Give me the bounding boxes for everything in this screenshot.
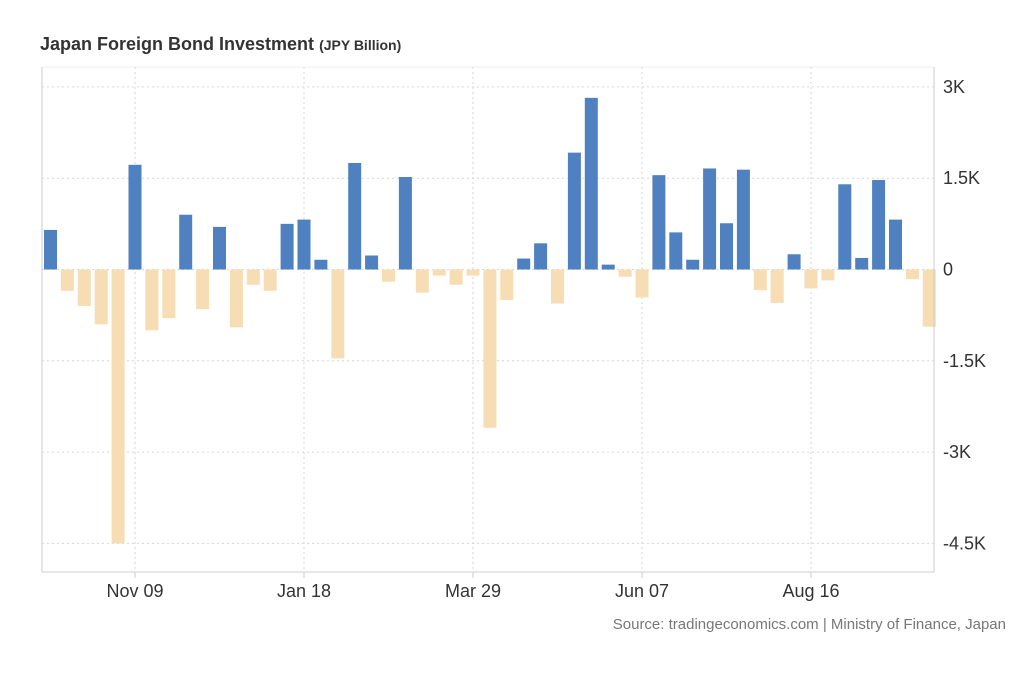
bar [466, 269, 480, 276]
bar [821, 269, 835, 281]
bar [551, 269, 564, 304]
bar [449, 269, 463, 285]
bar [905, 269, 919, 280]
bar [534, 243, 548, 270]
bar [145, 269, 159, 331]
bar [770, 269, 784, 303]
bar [111, 269, 125, 544]
bar [432, 269, 446, 276]
bar [280, 223, 294, 270]
chart-bars [44, 97, 936, 544]
bar [872, 180, 886, 270]
bar [314, 259, 328, 270]
bar [720, 223, 733, 270]
bar [331, 269, 345, 359]
x-tick-label: Jan 18 [277, 581, 331, 601]
bar [263, 269, 277, 291]
bar [229, 269, 243, 328]
bar [922, 269, 936, 327]
bar [601, 264, 615, 270]
y-tick-label: 3K [943, 77, 965, 97]
x-tick-label: Nov 09 [106, 581, 163, 601]
chart-title: Japan Foreign Bond Investment (JPY Billi… [40, 34, 401, 55]
x-axis-ticks: Nov 09 Jan 18 Mar 29 Jun 07 Aug 16 [106, 572, 840, 601]
bar [517, 258, 531, 270]
bar [736, 169, 750, 270]
bar [753, 269, 767, 291]
bar [77, 269, 91, 307]
bar [382, 269, 395, 282]
bar [398, 176, 412, 270]
y-tick-label: -3K [943, 442, 971, 462]
bar [196, 269, 210, 310]
bar [213, 226, 226, 270]
bar [889, 219, 902, 270]
bar [669, 232, 683, 270]
bar [584, 97, 598, 270]
bar [415, 269, 429, 293]
chart-frame [41, 66, 935, 573]
bar [246, 269, 260, 285]
bar [348, 162, 362, 270]
bar [855, 257, 869, 270]
bar [483, 269, 497, 428]
y-tick-label: -4.5K [943, 533, 986, 553]
bar [365, 255, 379, 270]
source-credit: Source: tradingeconomics.com | Ministry … [612, 616, 1006, 633]
bar [787, 254, 801, 270]
y-axis-ticks: 3K 1.5K 0 -1.5K -3K -4.5K [943, 77, 986, 554]
x-tick-label: Mar 29 [445, 581, 501, 601]
bar [652, 175, 666, 270]
x-tick-label: Aug 16 [782, 581, 839, 601]
bar [838, 184, 852, 270]
bar [44, 229, 57, 270]
bar [635, 269, 649, 298]
bar [162, 269, 176, 319]
bar [567, 152, 581, 270]
y-tick-label: 1.5K [943, 168, 980, 188]
bar [804, 269, 818, 289]
bar [179, 214, 193, 270]
chart-title-text: Japan Foreign Bond Investment [40, 34, 315, 54]
bar [297, 219, 311, 270]
bar [60, 269, 74, 291]
chart-unit: (JPY Billion) [319, 37, 402, 53]
bar [94, 269, 108, 325]
bar [618, 269, 632, 277]
bar [686, 259, 700, 270]
bar [500, 269, 514, 300]
x-tick-label: Jun 07 [615, 581, 669, 601]
bar [128, 164, 142, 270]
y-tick-label: -1.5K [943, 351, 986, 371]
bar [703, 168, 717, 270]
y-tick-label: 0 [943, 260, 953, 280]
